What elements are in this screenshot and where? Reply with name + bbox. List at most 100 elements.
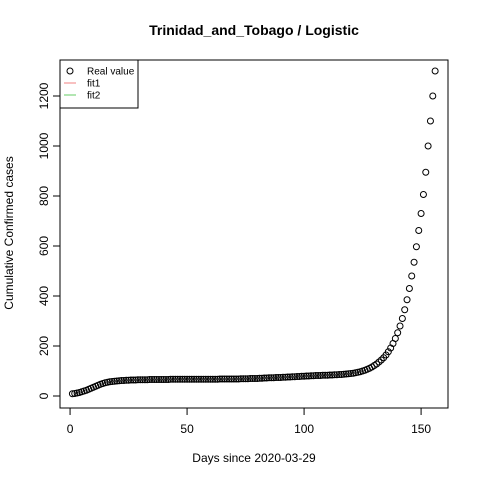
x-tick-label: 50 [180, 422, 194, 436]
data-point [391, 335, 399, 342]
data-point [302, 372, 310, 380]
data-point [328, 371, 336, 379]
data-point [223, 375, 231, 383]
data-point [216, 375, 224, 383]
data-point [314, 372, 322, 379]
data-point [122, 376, 130, 384]
data-point [396, 322, 404, 330]
data-point [183, 375, 191, 383]
data-point [148, 376, 156, 383]
data-point [326, 371, 334, 379]
data-point [429, 92, 437, 100]
data-point [408, 272, 416, 280]
data-point [237, 375, 245, 383]
data-point [309, 372, 317, 380]
data-point [169, 375, 177, 383]
data-point [132, 376, 140, 384]
data-point [377, 356, 385, 364]
data-point [127, 376, 135, 384]
data-point [150, 376, 158, 383]
data-point [279, 373, 287, 381]
data-point [333, 371, 341, 379]
data-point [415, 227, 423, 234]
data-point [384, 348, 392, 356]
data-point [410, 258, 418, 266]
y-tick-label: 1200 [37, 82, 51, 109]
data-point [307, 372, 315, 380]
data-point [293, 373, 301, 380]
data-point [209, 375, 217, 383]
data-point [244, 375, 252, 383]
data-point [331, 371, 339, 379]
data-point [129, 376, 137, 384]
data-point [256, 374, 264, 382]
data-point [316, 372, 324, 379]
data-point [235, 375, 243, 383]
data-point [181, 375, 189, 383]
data-point [157, 376, 165, 383]
data-point [288, 373, 296, 381]
data-point [284, 373, 292, 381]
data-point [403, 296, 411, 304]
y-axis-label: Cumulative Confirmed cases [2, 156, 16, 309]
y-tick-label: 1000 [37, 132, 51, 159]
data-point [153, 376, 161, 383]
data-point [274, 374, 282, 381]
data-point [221, 375, 229, 383]
data-point [251, 375, 259, 382]
y-tick-label: 0 [37, 392, 51, 399]
legend-label: fit1 [87, 79, 101, 90]
data-point [125, 376, 133, 384]
data-point [426, 117, 434, 125]
data-point [321, 371, 329, 379]
data-point [218, 375, 226, 383]
legend-box [59, 59, 139, 109]
data-point [213, 375, 221, 383]
data-point [174, 375, 182, 383]
data-point [146, 376, 154, 383]
data-point [232, 375, 240, 383]
data-point [305, 372, 313, 380]
data-point [258, 374, 266, 382]
data-point [202, 375, 210, 383]
y-tick-label: 800 [37, 186, 51, 206]
data-point [162, 376, 170, 383]
data-point [281, 373, 289, 381]
data-point [291, 373, 299, 381]
y-tick-label: 600 [37, 236, 51, 256]
data-point [113, 377, 121, 385]
data-point [417, 210, 425, 217]
data-point [424, 142, 432, 150]
data-point [431, 67, 439, 75]
data-point [195, 375, 203, 383]
data-point [164, 376, 172, 383]
legend-label: Real value [87, 67, 135, 78]
data-point [373, 360, 381, 368]
data-point [155, 376, 163, 383]
data-point [225, 375, 233, 383]
data-point [115, 377, 123, 385]
x-tick-label: 0 [67, 422, 74, 436]
chart-title: Trinidad_and_Tobago / Logistic [149, 22, 359, 38]
data-point [265, 374, 273, 382]
data-point [118, 377, 126, 384]
data-point [422, 168, 430, 176]
data-point [160, 376, 168, 383]
data-point [267, 374, 275, 382]
data-point [295, 373, 303, 380]
data-point [419, 191, 427, 198]
data-point [405, 285, 413, 292]
data-point [230, 375, 238, 383]
data-point [141, 376, 149, 384]
data-point [272, 374, 280, 381]
data-point [260, 374, 268, 382]
data-point [312, 372, 320, 379]
data-point [242, 375, 250, 383]
data-point [263, 374, 271, 382]
data-point [167, 375, 175, 383]
data-point [188, 375, 196, 383]
data-point [199, 375, 207, 383]
data-point [206, 375, 214, 383]
